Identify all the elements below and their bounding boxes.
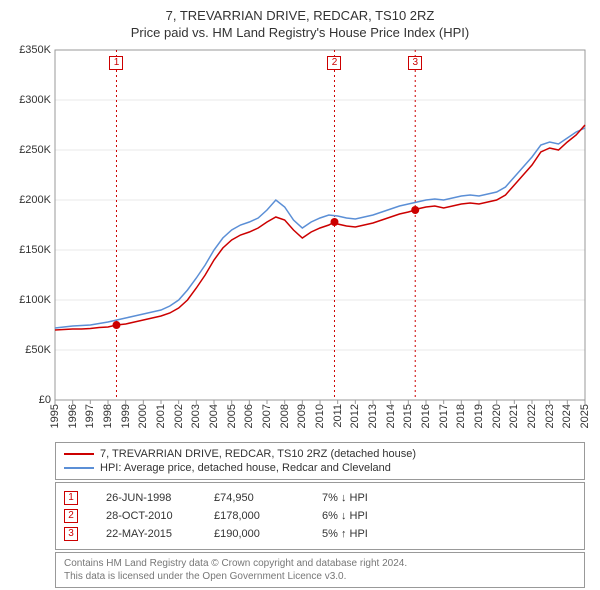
x-axis-label: 2020 (491, 404, 503, 428)
x-axis-label: 1999 (120, 404, 132, 428)
x-axis-label: 2023 (544, 404, 556, 428)
x-axis-label: 1998 (102, 404, 114, 428)
x-axis-label: 2018 (455, 404, 467, 428)
sales-price: £178,000 (214, 510, 314, 522)
x-axis-label: 2008 (279, 404, 291, 428)
sales-price: £74,950 (214, 492, 314, 504)
x-axis-label: 2025 (579, 404, 591, 428)
x-axis-label: 1995 (49, 404, 61, 428)
sales-row: 1 26-JUN-1998 £74,950 7% ↓ HPI (64, 489, 576, 507)
sales-date: 22-MAY-2015 (86, 528, 206, 540)
x-axis-label: 2002 (173, 404, 185, 428)
sales-table: 1 26-JUN-1998 £74,950 7% ↓ HPI 2 28-OCT-2010 £… (55, 482, 585, 550)
y-axis-label: £150K (19, 244, 51, 256)
x-axis-label: 2007 (261, 404, 273, 428)
x-axis-label: 2013 (367, 404, 379, 428)
footer-box: Contains HM Land Registry data © Crown c… (55, 552, 585, 588)
sales-diff: 6% ↓ HPI (322, 510, 422, 522)
legend-label: 7, TREVARRIAN DRIVE, REDCAR, TS10 2RZ (d… (100, 448, 416, 460)
footer-line-1: Contains HM Land Registry data © Crown c… (64, 557, 576, 570)
chart-container: 7, TREVARRIAN DRIVE, REDCAR, TS10 2RZ Pr… (0, 0, 600, 590)
title-sub: Price paid vs. HM Land Registry's House … (0, 25, 600, 40)
x-axis-label: 2017 (438, 404, 450, 428)
sale-marker-1: 1 (109, 56, 123, 70)
sales-row: 2 28-OCT-2010 £178,000 6% ↓ HPI (64, 507, 576, 525)
sales-index-box: 2 (64, 509, 78, 523)
y-axis-label: £300K (19, 94, 51, 106)
x-axis-label: 1996 (67, 404, 79, 428)
title-main: 7, TREVARRIAN DRIVE, REDCAR, TS10 2RZ (0, 8, 600, 23)
sales-diff: 5% ↑ HPI (322, 528, 422, 540)
x-axis-label: 2009 (296, 404, 308, 428)
legend-row: HPI: Average price, detached house, Redc… (64, 461, 576, 475)
x-axis-label: 2010 (314, 404, 326, 428)
x-axis-label: 2004 (208, 404, 220, 428)
x-axis-label: 2022 (526, 404, 538, 428)
x-axis-label: 2012 (349, 404, 361, 428)
y-axis-label: £50K (25, 344, 51, 356)
legend-swatch (64, 453, 94, 455)
sales-date: 28-OCT-2010 (86, 510, 206, 522)
x-axis-label: 2014 (385, 404, 397, 428)
x-axis-label: 1997 (84, 404, 96, 428)
y-axis-label: £350K (19, 44, 51, 56)
x-axis-label: 2019 (473, 404, 485, 428)
x-axis-label: 2024 (561, 404, 573, 428)
x-axis-label: 2005 (226, 404, 238, 428)
sales-row: 3 22-MAY-2015 £190,000 5% ↑ HPI (64, 525, 576, 543)
x-axis-label: 2000 (137, 404, 149, 428)
y-axis-label: £100K (19, 294, 51, 306)
sales-diff: 7% ↓ HPI (322, 492, 422, 504)
sales-date: 26-JUN-1998 (86, 492, 206, 504)
x-axis-label: 2011 (332, 404, 344, 428)
y-axis-label: £200K (19, 194, 51, 206)
footer-line-2: This data is licensed under the Open Gov… (64, 570, 576, 583)
x-axis-label: 2021 (508, 404, 520, 428)
sale-marker-2: 2 (327, 56, 341, 70)
sale-marker-3: 3 (408, 56, 422, 70)
legend-label: HPI: Average price, detached house, Redc… (100, 462, 391, 474)
x-axis-label: 2006 (243, 404, 255, 428)
x-axis-label: 2001 (155, 404, 167, 428)
chart-area: £0£50K£100K£150K£200K£250K£300K£350K1995… (55, 50, 585, 400)
sales-index-box: 1 (64, 491, 78, 505)
legend-box: 7, TREVARRIAN DRIVE, REDCAR, TS10 2RZ (d… (55, 442, 585, 480)
x-axis-label: 2015 (402, 404, 414, 428)
sales-index-box: 3 (64, 527, 78, 541)
chart-svg (55, 50, 585, 400)
titles: 7, TREVARRIAN DRIVE, REDCAR, TS10 2RZ Pr… (0, 0, 600, 40)
legend-swatch (64, 467, 94, 469)
x-axis-label: 2016 (420, 404, 432, 428)
x-axis-label: 2003 (190, 404, 202, 428)
sales-price: £190,000 (214, 528, 314, 540)
legend-row: 7, TREVARRIAN DRIVE, REDCAR, TS10 2RZ (d… (64, 447, 576, 461)
y-axis-label: £250K (19, 144, 51, 156)
